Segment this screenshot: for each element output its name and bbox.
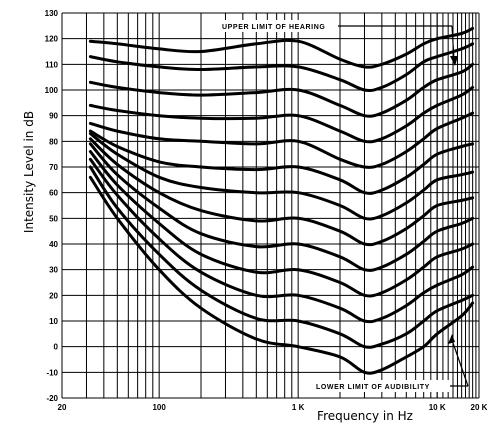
lower-limit-label: LOWER LIMIT OF AUDIBILITY <box>316 384 430 391</box>
loudness-curve-4 <box>88 85 475 144</box>
y-tick-label: 40 <box>49 240 58 249</box>
y-tick-label: 130 <box>45 9 59 18</box>
y-tick-label: 120 <box>45 35 59 44</box>
loudness-curve-2 <box>88 42 475 93</box>
x-axis-title: Frequency in Hz <box>317 409 413 423</box>
loudness-curve-6 <box>88 129 475 195</box>
loudness-curve-1 <box>88 26 475 69</box>
series-lines <box>88 26 475 375</box>
lower-limit-annotation: LOWER LIMIT OF AUDIBILITY <box>312 334 469 392</box>
y-tick-label: 80 <box>49 137 58 146</box>
upper-limit-annotation: UPPER LIMIT OF HEARING <box>218 20 458 66</box>
loudness-curve-9 <box>88 142 475 272</box>
y-tick-label: -10 <box>46 368 58 377</box>
loudness-curve-8 <box>88 137 475 247</box>
x-tick-label: 20 <box>58 403 67 412</box>
x-axis-ticks: 20 100 1 K 10 K 20 K <box>58 403 488 412</box>
x-tick-label: 20 K <box>471 403 488 412</box>
loudness-curve-12 <box>88 165 475 349</box>
y-tick-label: 20 <box>49 291 58 300</box>
loudness-curve-13 <box>88 175 475 375</box>
y-tick-label: 90 <box>49 112 58 121</box>
loudness-curve-7 <box>88 132 475 221</box>
loudness-curve-11 <box>88 157 475 324</box>
lower-limit-arrow-shaft <box>451 339 469 387</box>
loudness-curve-5 <box>88 111 475 169</box>
y-tick-label: 0 <box>54 343 59 352</box>
y-axis-title: Intensity Level in dB <box>22 111 36 233</box>
loudness-curve-10 <box>88 150 475 298</box>
y-tick-label: 30 <box>49 266 58 275</box>
upper-limit-arrowhead <box>450 56 458 66</box>
y-tick-label: -20 <box>46 394 58 403</box>
upper-limit-label: UPPER LIMIT OF HEARING <box>222 24 325 31</box>
y-tick-label: 50 <box>49 214 58 223</box>
y-tick-label: 100 <box>45 86 59 95</box>
y-tick-label: 70 <box>49 163 58 172</box>
y-tick-label: 10 <box>49 317 58 326</box>
y-tick-label: 60 <box>49 189 58 198</box>
lower-limit-arrowhead <box>448 334 455 344</box>
y-tick-label: 110 <box>45 60 58 69</box>
x-tick-label: 100 <box>152 403 166 412</box>
x-tick-label: 1 K <box>292 403 305 412</box>
x-tick-label: 10 K <box>429 403 446 412</box>
upper-limit-arrow-shaft <box>451 25 455 61</box>
loudness-curve-3 <box>88 62 475 118</box>
